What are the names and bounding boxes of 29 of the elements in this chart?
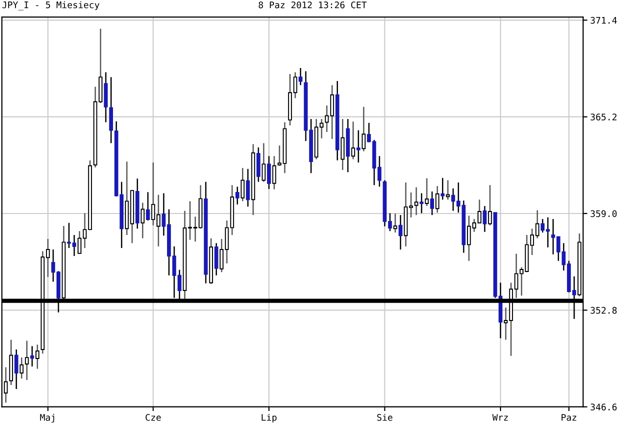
chart-subtitle: 8 Paz 2012 13:26 CET [258, 1, 367, 8]
x-tick-label: Paz [562, 414, 576, 421]
x-tick-label: Maj [40, 414, 54, 423]
x-tick-label: Wrz [492, 414, 508, 421]
x-tick-label: Lip [262, 414, 277, 423]
candlestick [140, 202, 145, 239]
candlestick [393, 212, 398, 234]
candlestick [435, 185, 440, 214]
candlestick [24, 340, 29, 381]
y-tick-label: 346.6 [590, 404, 617, 410]
x-tick-label: Sie [377, 414, 392, 421]
y-tick-label: 359.0 [590, 210, 617, 218]
candlestick [109, 76, 114, 144]
candlestick [340, 118, 345, 171]
candlestick [240, 167, 245, 202]
y-tick-label: 371.4 [590, 16, 617, 24]
y-tick-label: 365.2 [590, 114, 616, 120]
candlestick [362, 106, 366, 152]
candlestick [272, 155, 276, 190]
candlestick [488, 184, 492, 226]
chart-title: JPY_I - 5 Miesiecy [2, 1, 100, 10]
candlestick [20, 356, 24, 380]
candlestick [35, 344, 40, 370]
candlestick [446, 180, 450, 200]
candlestick [262, 142, 266, 182]
x-tick-label: Cze [146, 414, 161, 421]
candlestick [424, 178, 429, 207]
candlestick [351, 121, 356, 160]
y-tick-label: 352.8 [590, 306, 617, 314]
